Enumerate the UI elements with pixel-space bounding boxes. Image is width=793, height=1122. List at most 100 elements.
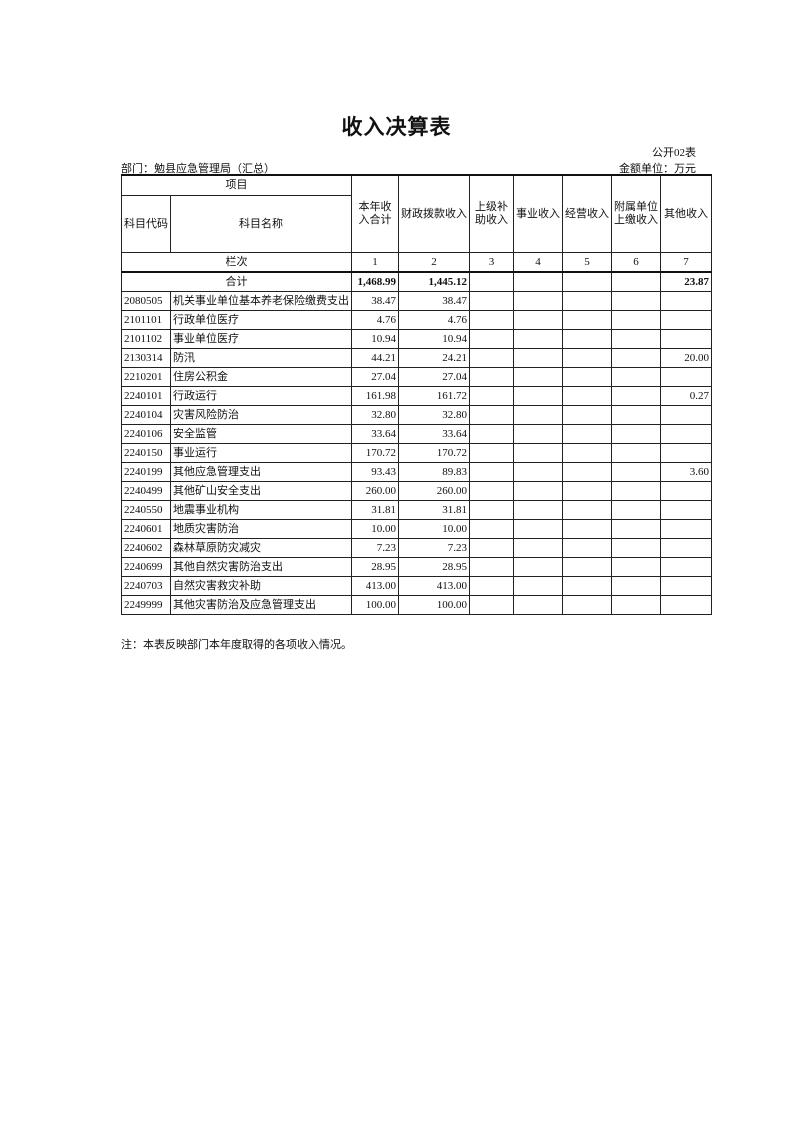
subject-name: 安全监管 (170, 424, 352, 444)
amount-cell (469, 424, 514, 444)
table-row: 2240106 安全监管 33.64 33.64 (121, 424, 712, 444)
amount-cell (513, 348, 563, 368)
amount-cell (611, 576, 661, 596)
amount-cell (660, 576, 712, 596)
col-index-label: 栏次 (121, 252, 352, 273)
amount-cell (513, 424, 563, 444)
subject-code: 2240550 (121, 500, 171, 520)
table-row: 2080505 机关事业单位基本养老保险缴费支出 38.47 38.47 (121, 291, 712, 311)
amount-cell (469, 538, 514, 558)
amount-cell: 33.64 (398, 424, 470, 444)
amount-cell (660, 367, 712, 387)
amount-cell (562, 443, 612, 463)
department-label: 部门：勉县应急管理局（汇总） (121, 163, 275, 175)
subject-code: 2210201 (121, 367, 171, 387)
page-title: 收入决算表 (341, 115, 452, 139)
amount-cell (660, 500, 712, 520)
amount-cell (611, 405, 661, 425)
amount-cell (611, 500, 661, 520)
subject-name: 森林草原防灾减灾 (170, 538, 352, 558)
subject-code: 2080505 (121, 291, 171, 311)
subject-name: 灾害风险防治 (170, 405, 352, 425)
subject-code: 2240150 (121, 443, 171, 463)
amount-cell (469, 462, 514, 482)
header-col-3: 上级补助收入 (469, 174, 514, 253)
amount-cell: 24.21 (398, 348, 470, 368)
amount-cell (611, 291, 661, 311)
header-name: 科目名称 (170, 195, 352, 253)
amount-cell (611, 329, 661, 349)
amount-cell (469, 500, 514, 520)
header-col-5: 经营收入 (562, 174, 612, 253)
subject-name: 其他自然灾害防治支出 (170, 557, 352, 577)
amount-cell (562, 519, 612, 539)
subject-name: 住房公积金 (170, 367, 352, 387)
form-number: 公开02表 (652, 147, 696, 159)
subject-name: 行政单位医疗 (170, 310, 352, 330)
header-item: 项目 (121, 174, 352, 196)
subject-code: 2101101 (121, 310, 171, 330)
amount-cell (562, 538, 612, 558)
subject-code: 2240601 (121, 519, 171, 539)
subject-code: 2240703 (121, 576, 171, 596)
amount-cell: 10.94 (351, 329, 399, 349)
subject-code: 2240106 (121, 424, 171, 444)
amount-cell (469, 310, 514, 330)
amount-cell: 31.81 (351, 500, 399, 520)
subject-name: 其他应急管理支出 (170, 462, 352, 482)
amount-cell: 10.00 (351, 519, 399, 539)
amount-cell: 0.27 (660, 386, 712, 406)
amount-cell (513, 538, 563, 558)
amount-cell (513, 291, 563, 311)
total-value (469, 271, 514, 292)
amount-cell: 28.95 (351, 557, 399, 577)
footnote: 注：本表反映部门本年度取得的各项收入情况。 (121, 639, 352, 651)
amount-cell: 4.76 (351, 310, 399, 330)
amount-cell (469, 405, 514, 425)
amount-cell (469, 329, 514, 349)
subject-code: 2240602 (121, 538, 171, 558)
amount-cell: 3.60 (660, 462, 712, 482)
amount-cell (562, 405, 612, 425)
header-col-6: 附属单位上缴收入 (611, 174, 661, 253)
amount-cell (513, 557, 563, 577)
col-index-2: 2 (398, 252, 470, 273)
table-row: 2240699 其他自然灾害防治支出 28.95 28.95 (121, 557, 712, 577)
subject-code: 2240199 (121, 462, 171, 482)
amount-cell (660, 405, 712, 425)
amount-cell: 100.00 (398, 595, 470, 615)
amount-cell: 7.23 (351, 538, 399, 558)
amount-cell: 27.04 (398, 367, 470, 387)
header-col-4: 事业收入 (513, 174, 563, 253)
amount-cell (660, 595, 712, 615)
amount-cell (562, 386, 612, 406)
amount-cell (562, 557, 612, 577)
table-row: 2240703 自然灾害救灾补助 413.00 413.00 (121, 576, 712, 596)
col-index-5: 5 (562, 252, 612, 273)
subject-code: 2101102 (121, 329, 171, 349)
amount-cell (611, 367, 661, 387)
amount-cell: 28.95 (398, 557, 470, 577)
income-table: 项目 本年收入合计 财政拨款收入 上级补助收入 事业收入 经营收入 附属单位上缴… (121, 174, 712, 615)
col-index-1: 1 (351, 252, 399, 273)
table-row: 2101102 事业单位医疗 10.94 10.94 (121, 329, 712, 349)
subject-code: 2130314 (121, 348, 171, 368)
amount-cell (611, 557, 661, 577)
header-col-1: 本年收入合计 (351, 174, 399, 253)
amount-cell (469, 443, 514, 463)
amount-cell (562, 500, 612, 520)
table-row: 2240150 事业运行 170.72 170.72 (121, 443, 712, 463)
table-row: 2240602 森林草原防灾减灾 7.23 7.23 (121, 538, 712, 558)
table-row: 2240104 灾害风险防治 32.80 32.80 (121, 405, 712, 425)
header-code: 科目代码 (121, 195, 171, 253)
amount-cell: 27.04 (351, 367, 399, 387)
amount-cell (611, 519, 661, 539)
subject-name: 其他灾害防治及应急管理支出 (170, 595, 352, 615)
amount-cell (562, 367, 612, 387)
amount-cell: 38.47 (398, 291, 470, 311)
subject-name: 地质灾害防治 (170, 519, 352, 539)
total-value (513, 271, 563, 292)
amount-cell: 33.64 (351, 424, 399, 444)
amount-cell (513, 576, 563, 596)
amount-cell (660, 291, 712, 311)
